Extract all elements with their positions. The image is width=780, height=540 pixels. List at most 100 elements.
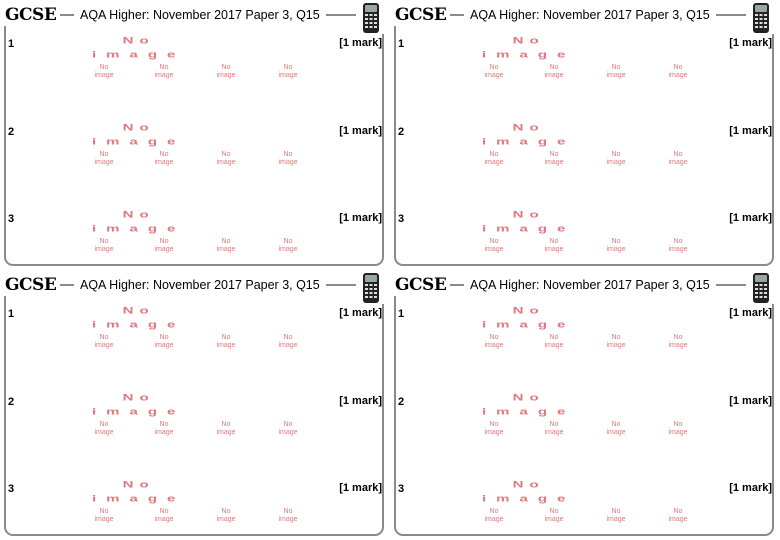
image-placeholder-small: No image xyxy=(278,151,298,166)
card-frame xyxy=(394,14,774,266)
calculator-icon xyxy=(356,2,386,34)
image-placeholder-small: No image xyxy=(154,64,174,79)
image-placeholder-small: No image xyxy=(668,151,688,166)
image-placeholder-small: No image xyxy=(154,151,174,166)
question-number: 3 xyxy=(398,483,405,495)
question-number: 3 xyxy=(8,483,15,495)
image-placeholder-small: No image xyxy=(216,64,236,79)
image-placeholder-small: No image xyxy=(278,421,298,436)
mark-label: [1 mark] xyxy=(729,482,772,494)
image-placeholder-small: No image xyxy=(544,508,564,523)
image-placeholder-small: No image xyxy=(94,421,114,436)
image-placeholder-small: No image xyxy=(94,508,114,523)
image-placeholder: No image xyxy=(482,479,576,504)
card-frame xyxy=(4,284,384,536)
image-placeholder-small: No image xyxy=(94,238,114,253)
image-placeholder-small: No image xyxy=(278,238,298,253)
image-placeholder: No image xyxy=(482,122,576,147)
gcse-logo: GCSE xyxy=(394,4,451,26)
mark-label: [1 mark] xyxy=(339,212,382,224)
image-placeholder-small: No image xyxy=(216,334,236,349)
image-placeholder-small: No image xyxy=(606,508,626,523)
card-title: AQA Higher: November 2017 Paper 3, Q15 xyxy=(464,6,716,24)
card-frame xyxy=(4,14,384,266)
image-placeholder-small: No image xyxy=(94,334,114,349)
image-placeholder: No image xyxy=(92,35,186,60)
mark-label: [1 mark] xyxy=(729,212,772,224)
card-frame xyxy=(394,284,774,536)
image-placeholder-small: No image xyxy=(668,508,688,523)
card-title: AQA Higher: November 2017 Paper 3, Q15 xyxy=(464,276,716,294)
mark-label: [1 mark] xyxy=(729,37,772,49)
image-placeholder-small: No image xyxy=(606,334,626,349)
mark-label: [1 mark] xyxy=(729,395,772,407)
gcse-logo: GCSE xyxy=(394,274,451,296)
image-placeholder-small: No image xyxy=(216,421,236,436)
gcse-logo: GCSE xyxy=(4,274,61,296)
mark-label: [1 mark] xyxy=(339,125,382,137)
image-placeholder: No image xyxy=(482,305,576,330)
image-placeholder-small: No image xyxy=(606,151,626,166)
gcse-logo: GCSE xyxy=(4,4,61,26)
image-placeholder-small: No image xyxy=(544,151,564,166)
question-card: GCSE AQA Higher: November 2017 Paper 3, … xyxy=(390,270,780,540)
image-placeholder: No image xyxy=(482,209,576,234)
image-placeholder-small: No image xyxy=(668,334,688,349)
image-placeholder-small: No image xyxy=(278,64,298,79)
image-placeholder-small: No image xyxy=(484,421,504,436)
image-placeholder-small: No image xyxy=(484,64,504,79)
image-placeholder-small: No image xyxy=(94,64,114,79)
image-placeholder-small: No image xyxy=(668,238,688,253)
image-placeholder-small: No image xyxy=(216,238,236,253)
question-card: GCSE AQA Higher: November 2017 Paper 3, … xyxy=(0,0,390,270)
image-placeholder-small: No image xyxy=(484,238,504,253)
image-placeholder-small: No image xyxy=(216,151,236,166)
image-placeholder-small: No image xyxy=(544,421,564,436)
question-number: 3 xyxy=(8,213,15,225)
image-placeholder: No image xyxy=(482,35,576,60)
card-title: AQA Higher: November 2017 Paper 3, Q15 xyxy=(74,6,326,24)
question-number: 2 xyxy=(8,396,15,408)
question-number: 3 xyxy=(398,213,405,225)
question-card: GCSE AQA Higher: November 2017 Paper 3, … xyxy=(390,0,780,270)
image-placeholder: No image xyxy=(92,305,186,330)
image-placeholder-small: No image xyxy=(94,151,114,166)
image-placeholder-small: No image xyxy=(154,421,174,436)
mark-label: [1 mark] xyxy=(339,395,382,407)
mark-label: [1 mark] xyxy=(339,482,382,494)
image-placeholder-small: No image xyxy=(154,238,174,253)
mark-label: [1 mark] xyxy=(729,125,772,137)
image-placeholder-small: No image xyxy=(484,151,504,166)
image-placeholder-small: No image xyxy=(606,64,626,79)
image-placeholder-small: No image xyxy=(278,508,298,523)
question-number: 2 xyxy=(398,396,405,408)
mark-label: [1 mark] xyxy=(339,37,382,49)
calculator-icon xyxy=(356,272,386,304)
question-number: 1 xyxy=(398,38,405,50)
image-placeholder-small: No image xyxy=(154,508,174,523)
image-placeholder-small: No image xyxy=(484,508,504,523)
calculator-icon xyxy=(746,272,776,304)
image-placeholder-small: No image xyxy=(544,238,564,253)
image-placeholder-small: No image xyxy=(484,334,504,349)
image-placeholder: No image xyxy=(92,122,186,147)
question-number: 1 xyxy=(398,308,405,320)
image-placeholder-small: No image xyxy=(668,64,688,79)
question-number: 2 xyxy=(398,126,405,138)
image-placeholder-small: No image xyxy=(544,334,564,349)
image-placeholder: No image xyxy=(92,479,186,504)
image-placeholder: No image xyxy=(92,392,186,417)
mark-label: [1 mark] xyxy=(729,307,772,319)
image-placeholder-small: No image xyxy=(278,334,298,349)
card-title: AQA Higher: November 2017 Paper 3, Q15 xyxy=(74,276,326,294)
image-placeholder: No image xyxy=(92,209,186,234)
question-card: GCSE AQA Higher: November 2017 Paper 3, … xyxy=(0,270,390,540)
image-placeholder-small: No image xyxy=(544,64,564,79)
calculator-icon xyxy=(746,2,776,34)
image-placeholder: No image xyxy=(482,392,576,417)
image-placeholder-small: No image xyxy=(668,421,688,436)
image-placeholder-small: No image xyxy=(216,508,236,523)
question-number: 2 xyxy=(8,126,15,138)
mark-label: [1 mark] xyxy=(339,307,382,319)
image-placeholder-small: No image xyxy=(606,238,626,253)
